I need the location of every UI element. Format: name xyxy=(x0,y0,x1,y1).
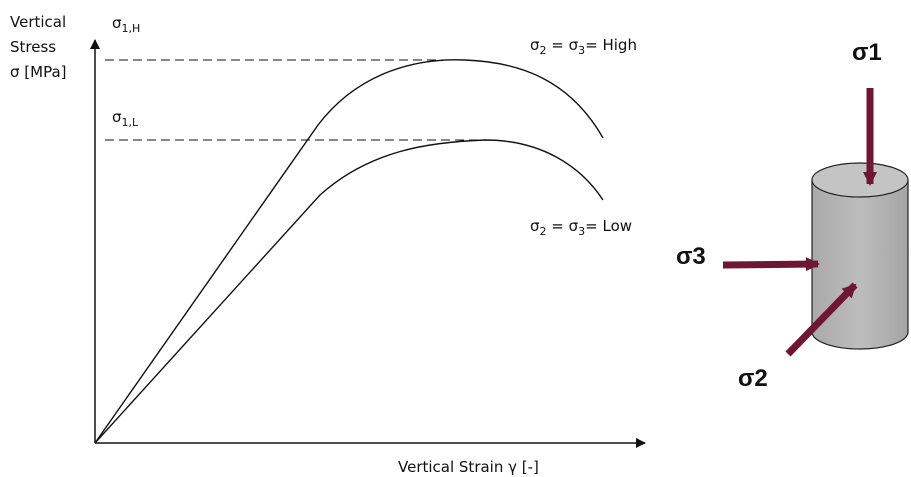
sigma3-label: σ3 xyxy=(676,243,706,270)
sigma2-label: σ2 xyxy=(738,365,768,392)
subscript: 2 xyxy=(540,225,547,238)
sigma-1l-label: σ1,L xyxy=(112,108,139,129)
curve-high xyxy=(95,60,603,443)
subscript: 2 xyxy=(540,44,547,57)
text: = High xyxy=(585,36,637,54)
sigma1-label: σ1 xyxy=(852,39,882,66)
curve-high-label: σ2 = σ3= High xyxy=(530,36,637,57)
sigma-1h-label: σ1,H xyxy=(112,14,140,35)
sigma3-arrow xyxy=(723,264,818,265)
y-axis-label: σ [MPa] xyxy=(10,63,66,81)
cylinder-body xyxy=(812,180,908,349)
subscript: 3 xyxy=(578,225,585,238)
symbol: σ xyxy=(112,14,122,32)
curve-low-label: σ2 = σ3= Low xyxy=(530,217,632,238)
x-axis-label: Vertical Strain γ [-] xyxy=(398,458,539,476)
text: = σ xyxy=(547,36,579,54)
y-axis-label: Vertical xyxy=(10,13,66,31)
curve-low xyxy=(95,140,603,443)
cylinder-top xyxy=(812,163,908,197)
page: {"labels": { "y_axis": ["Vertical", "Str… xyxy=(0,0,911,477)
text: = σ xyxy=(547,217,579,235)
subscript: 1,L xyxy=(122,116,139,129)
symbol: σ xyxy=(530,217,540,235)
subscript: 3 xyxy=(578,44,585,57)
symbol: σ xyxy=(112,108,122,126)
diagram: Vertical Stress σ [MPa] σ1,H σ1,L σ2 = σ… xyxy=(0,0,911,477)
y-axis-label: Stress xyxy=(10,38,56,56)
subscript: 1,H xyxy=(122,22,141,35)
text: = Low xyxy=(585,217,632,235)
symbol: σ xyxy=(530,36,540,54)
